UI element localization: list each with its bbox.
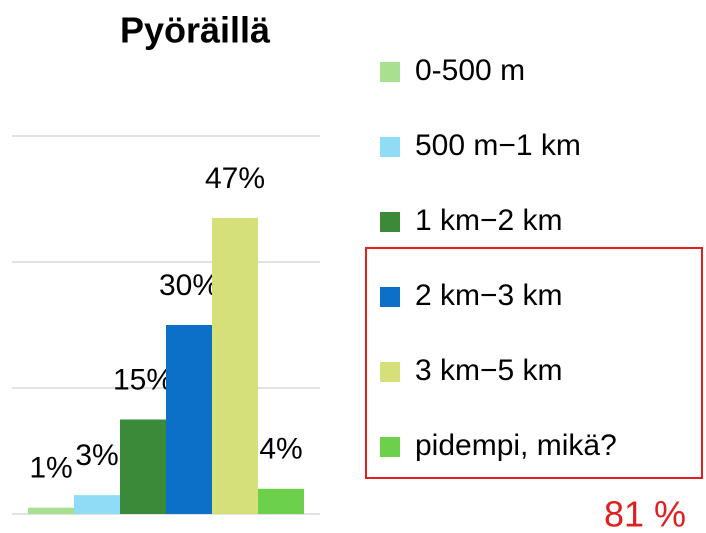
bar xyxy=(212,217,258,514)
legend-label: pidempi, mikä? xyxy=(415,429,617,462)
data-label: 3% xyxy=(75,439,118,472)
data-label: 1% xyxy=(29,452,72,485)
legend-label: 1 km−2 km xyxy=(415,204,563,237)
data-label: 15% xyxy=(113,363,173,396)
legend-label: 500 m−1 km xyxy=(415,129,581,162)
bar xyxy=(74,495,120,514)
bar xyxy=(120,419,166,514)
data-label: 30% xyxy=(159,269,219,302)
legend-swatch xyxy=(380,212,400,232)
annotation: 81 % xyxy=(604,494,686,533)
highlight-box xyxy=(365,247,703,479)
data-label: 4% xyxy=(259,433,302,466)
bar xyxy=(166,325,212,514)
data-label: 47% xyxy=(205,162,265,195)
legend-swatch xyxy=(380,362,400,382)
legend-swatch xyxy=(380,137,400,157)
legend-swatch xyxy=(380,437,400,457)
legend-label: 0-500 m xyxy=(415,54,525,87)
legend-swatch xyxy=(380,287,400,307)
bar xyxy=(258,488,304,514)
legend-swatch xyxy=(380,62,400,82)
legend-label: 3 km−5 km xyxy=(415,354,563,387)
legend-label: 2 km−3 km xyxy=(415,279,563,312)
bar xyxy=(28,507,74,514)
chart-title: Pyöräillä xyxy=(120,10,271,51)
